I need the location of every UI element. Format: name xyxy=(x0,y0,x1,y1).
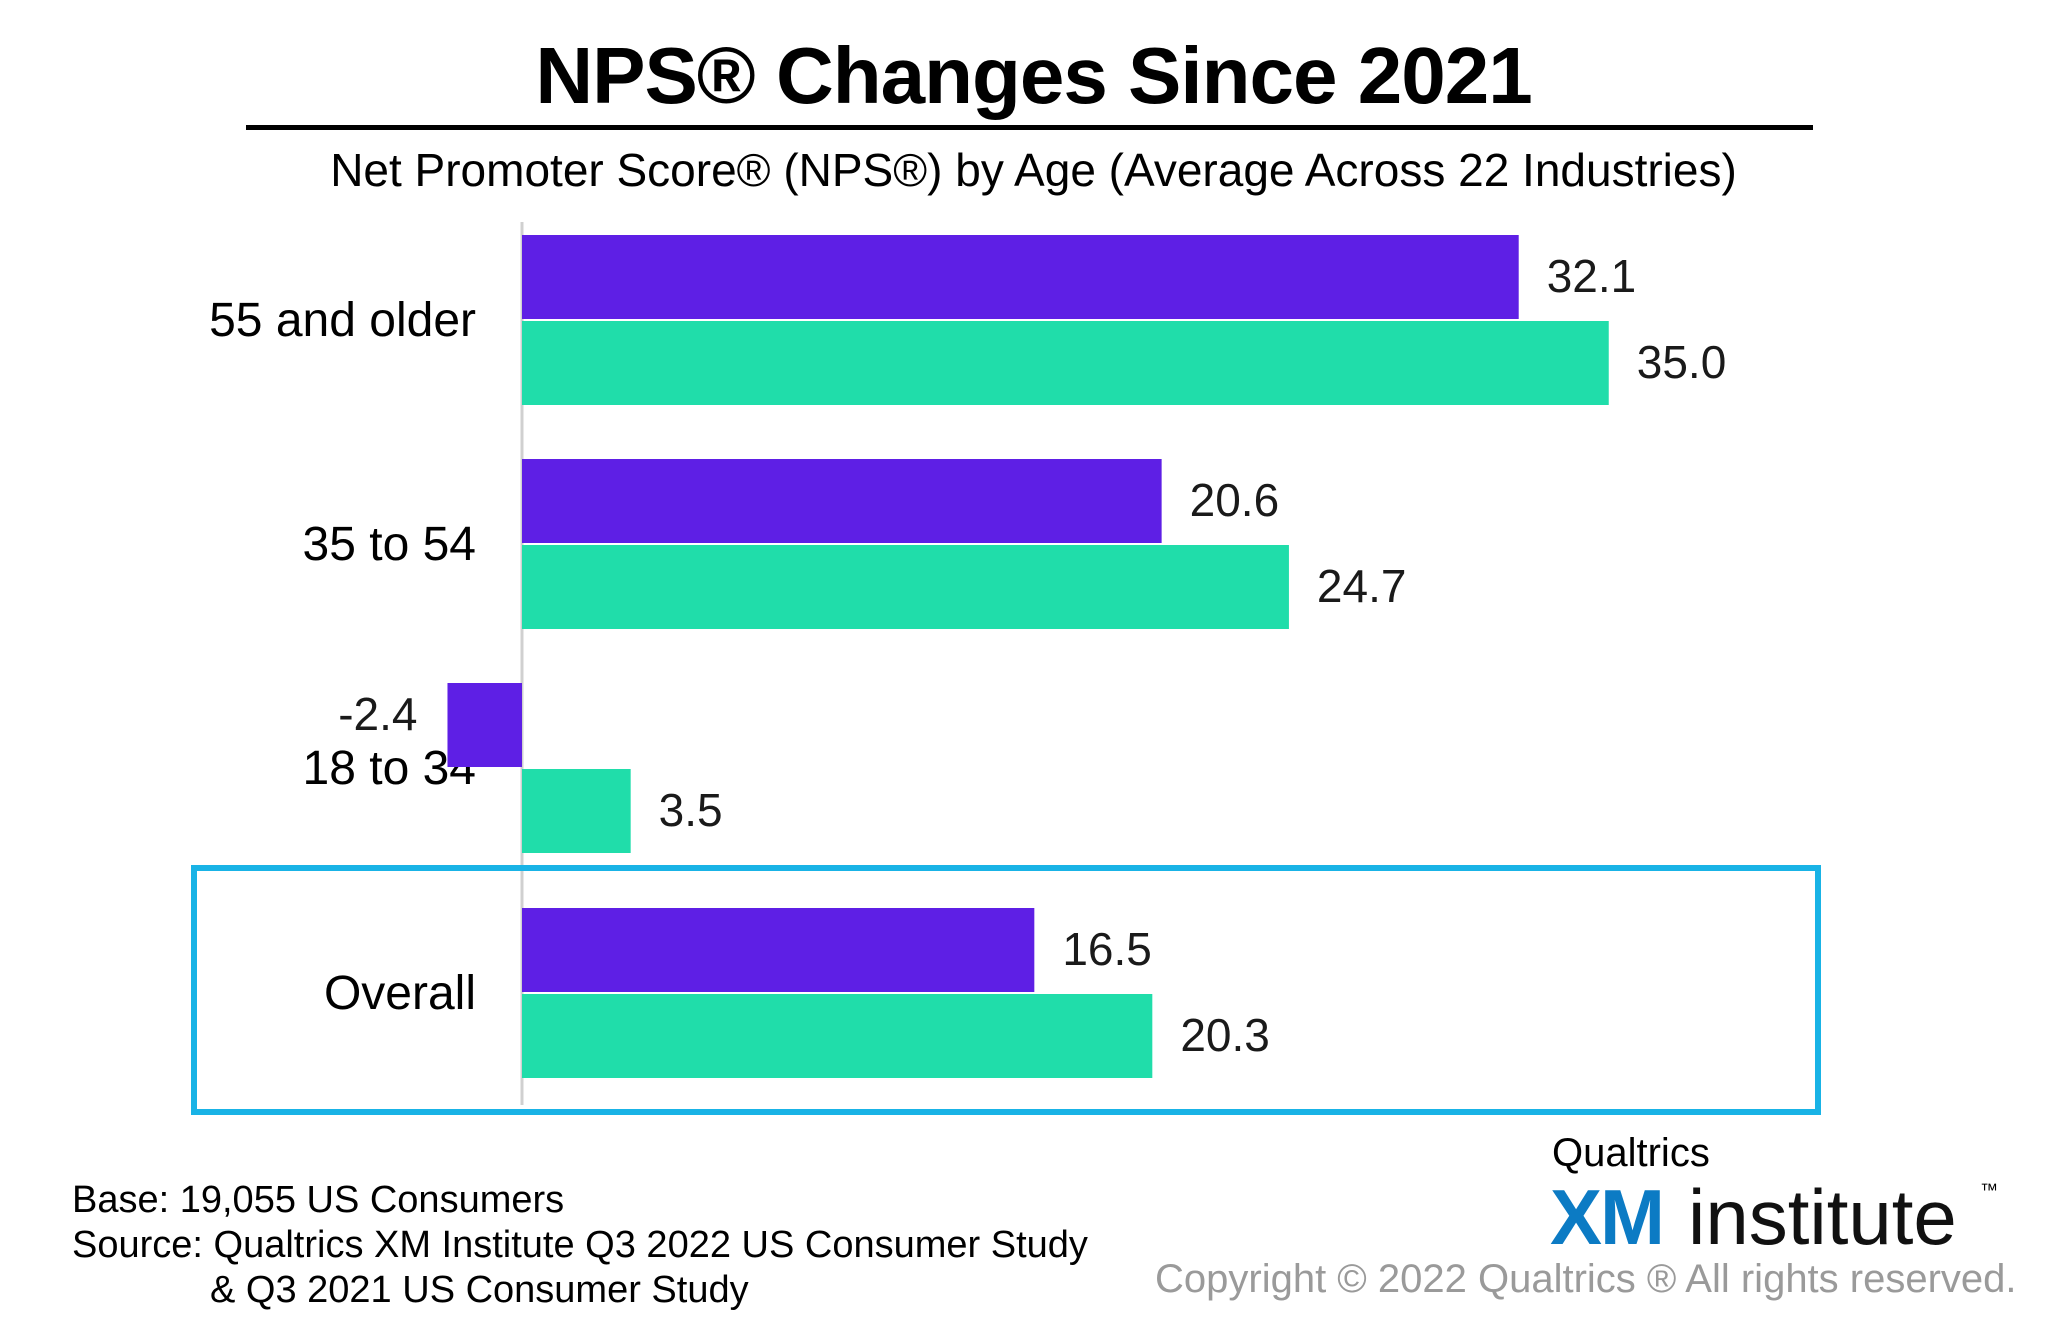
source-note-continued: & Q3 2021 US Consumer Study xyxy=(210,1269,749,1311)
source-note: Source: Qualtrics XM Institute Q3 2022 U… xyxy=(72,1224,1088,1266)
category-label-overall: Overall xyxy=(324,967,476,1020)
data-label-18-to-34-series-2: 3.5 xyxy=(659,784,723,836)
bar-55-and-older-series-2 xyxy=(522,321,1609,405)
data-label-55-and-older-series-2: 35.0 xyxy=(1637,336,1727,388)
logo-institute-text: institute xyxy=(1688,1173,1957,1261)
logo-xm-text: XM xyxy=(1550,1173,1665,1261)
logo-qualtrics-text: Qualtrics xyxy=(1552,1131,1710,1175)
bar-overall-series-1 xyxy=(522,908,1035,992)
xm-institute-logo: Qualtrics XM institute ™ xyxy=(1540,1130,2020,1260)
data-label-18-to-34-series-1: -2.4 xyxy=(338,688,417,740)
copyright-notice: Copyright © 2022 Qualtrics ® All rights … xyxy=(1155,1257,2017,1301)
chart-subtitle: Net Promoter Score® (NPS®) by Age (Avera… xyxy=(330,144,1737,196)
category-label-35-to-54: 35 to 54 xyxy=(303,518,476,571)
highlight-box-overall xyxy=(191,865,1821,1115)
data-label-overall-series-2: 20.3 xyxy=(1180,1009,1270,1061)
bar-35-to-54-series-2 xyxy=(522,545,1289,629)
base-note: Base: 19,055 US Consumers xyxy=(72,1179,565,1221)
title-divider xyxy=(246,125,1813,130)
chart-title: NPS® Changes Since 2021 xyxy=(535,31,1532,120)
bar-35-to-54-series-1 xyxy=(522,459,1162,543)
logo-trademark: ™ xyxy=(1980,1180,1998,1200)
data-label-55-and-older-series-1: 32.1 xyxy=(1547,250,1637,302)
bar-55-and-older-series-1 xyxy=(522,235,1519,319)
bar-18-to-34-series-1 xyxy=(447,683,522,767)
data-label-35-to-54-series-1: 20.6 xyxy=(1190,474,1280,526)
data-label-35-to-54-series-2: 24.7 xyxy=(1317,560,1407,612)
data-label-overall-series-1: 16.5 xyxy=(1062,923,1152,975)
bar-18-to-34-series-2 xyxy=(522,769,631,853)
category-label-18-to-34: 18 to 34 xyxy=(303,742,476,795)
category-label-55-and-older: 55 and older xyxy=(209,294,476,347)
bar-overall-series-2 xyxy=(522,994,1153,1078)
